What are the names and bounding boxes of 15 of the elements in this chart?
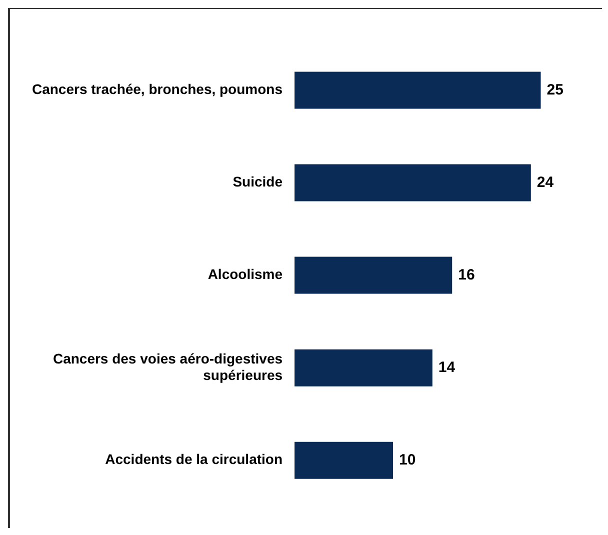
y-tick-label: Suicide xyxy=(232,174,283,190)
data-label: 24 xyxy=(536,174,554,191)
bar xyxy=(294,442,394,479)
y-tick-label: Alcoolisme xyxy=(208,266,283,282)
data-label: 14 xyxy=(438,358,456,376)
bar xyxy=(294,256,452,294)
y-tick-label: Cancers trachée, bronches, poumons xyxy=(32,81,283,98)
bar xyxy=(294,72,541,109)
y-tick-label: Cancers des voies aéro-digestives supérieures xyxy=(52,350,283,384)
data-label: 16 xyxy=(458,266,475,284)
data-label: 25 xyxy=(546,81,564,98)
y-tick-label: Accidents de la circulation xyxy=(105,451,283,468)
data-label: 10 xyxy=(399,451,416,468)
bar xyxy=(294,349,432,386)
bar xyxy=(294,164,531,202)
